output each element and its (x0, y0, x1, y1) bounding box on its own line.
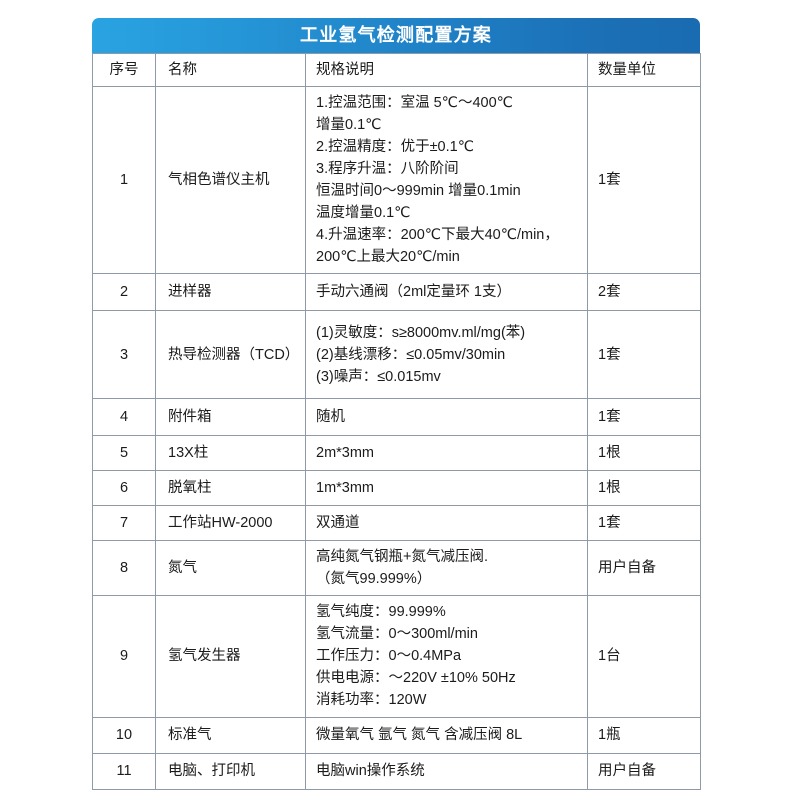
row-name: 电脑、打印机 (155, 752, 306, 789)
row-spec: 随机 (305, 398, 588, 437)
row-spec: 手动六通阀（2ml定量环 1支） (305, 273, 588, 312)
row-name: 氮气 (155, 540, 306, 597)
row-name: 工作站HW-2000 (155, 505, 306, 542)
row-index: 10 (92, 716, 156, 754)
row-name: 气相色谱仪主机 (155, 86, 306, 275)
table-row: 5 13X柱 2m*3mm 1根 (92, 435, 701, 472)
row-spec: 1.控温范围：室温 5℃～400℃ 增量0.1℃ 2.控温精度：优于±0.1℃ … (305, 86, 588, 275)
row-name: 热导检测器（TCD） (155, 310, 306, 400)
table-row: 7 工作站HW-2000 双通道 1套 (92, 505, 701, 542)
row-spec: (1)灵敏度：s≥8000mv.ml/mg(苯) (2)基线漂移：≤0.05mv… (305, 310, 588, 400)
row-name: 脱氧柱 (155, 470, 306, 507)
table-row: 10 标准气 微量氧气 氩气 氮气 含减压阀 8L 1瓶 (92, 716, 701, 754)
row-qty: 1台 (587, 595, 701, 718)
row-qty: 用户自备 (587, 752, 701, 789)
row-index: 2 (92, 273, 156, 312)
column-header-spec: 规格说明 (305, 52, 588, 88)
row-qty: 用户自备 (587, 540, 701, 597)
row-spec: 电脑win操作系统 (305, 752, 588, 789)
column-header-index: 序号 (92, 52, 156, 88)
specification-table: 序号 名称 规格说明 数量单位 1 气相色谱仪主机 1.控温范围：室温 5℃～4… (92, 52, 701, 790)
row-index: 9 (92, 595, 156, 718)
spec-table-container: 工业氢气检测配置方案 序号 名称 规格说明 数量单位 1 气相色谱仪主机 1.控… (92, 18, 701, 790)
table-header-row: 序号 名称 规格说明 数量单位 (92, 52, 701, 88)
table-row: 6 脱氧柱 1m*3mm 1根 (92, 470, 701, 507)
row-qty: 1套 (587, 398, 701, 437)
row-index: 11 (92, 752, 156, 789)
table-row: 9 氢气发生器 氢气纯度：99.999% 氢气流量：0～300ml/min 工作… (92, 595, 701, 718)
row-qty: 1套 (587, 86, 701, 275)
row-name: 标准气 (155, 716, 306, 754)
row-qty: 1套 (587, 505, 701, 542)
column-header-qty: 数量单位 (587, 52, 701, 88)
row-index: 8 (92, 540, 156, 597)
table-row: 3 热导检测器（TCD） (1)灵敏度：s≥8000mv.ml/mg(苯) (2… (92, 310, 701, 400)
table-row: 2 进样器 手动六通阀（2ml定量环 1支） 2套 (92, 273, 701, 312)
row-spec: 氢气纯度：99.999% 氢气流量：0～300ml/min 工作压力：0～0.4… (305, 595, 588, 718)
row-index: 3 (92, 310, 156, 400)
column-header-name: 名称 (155, 52, 306, 88)
row-name: 附件箱 (155, 398, 306, 437)
row-qty: 1瓶 (587, 716, 701, 754)
table-row: 4 附件箱 随机 1套 (92, 398, 701, 437)
row-qty: 1套 (587, 310, 701, 400)
row-spec: 双通道 (305, 505, 588, 542)
row-spec: 高纯氮气钢瓶+氮气减压阀. （氮气99.999%） (305, 540, 588, 597)
row-name: 进样器 (155, 273, 306, 312)
row-qty: 1根 (587, 435, 701, 472)
row-qty: 1根 (587, 470, 701, 507)
row-index: 6 (92, 470, 156, 507)
row-name: 13X柱 (155, 435, 306, 472)
page-root: 工业氢气检测配置方案 序号 名称 规格说明 数量单位 1 气相色谱仪主机 1.控… (92, 18, 701, 790)
row-qty: 2套 (587, 273, 701, 312)
row-index: 5 (92, 435, 156, 472)
row-spec: 1m*3mm (305, 470, 588, 507)
row-index: 7 (92, 505, 156, 542)
page-title: 工业氢气检测配置方案 (92, 18, 700, 53)
row-index: 4 (92, 398, 156, 437)
row-spec: 微量氧气 氩气 氮气 含减压阀 8L (305, 716, 588, 754)
row-name: 氢气发生器 (155, 595, 306, 718)
row-spec: 2m*3mm (305, 435, 588, 472)
table-row: 1 气相色谱仪主机 1.控温范围：室温 5℃～400℃ 增量0.1℃ 2.控温精… (92, 86, 701, 275)
table-row: 8 氮气 高纯氮气钢瓶+氮气减压阀. （氮气99.999%） 用户自备 (92, 540, 701, 597)
row-index: 1 (92, 86, 156, 275)
table-row: 11 电脑、打印机 电脑win操作系统 用户自备 (92, 752, 701, 789)
